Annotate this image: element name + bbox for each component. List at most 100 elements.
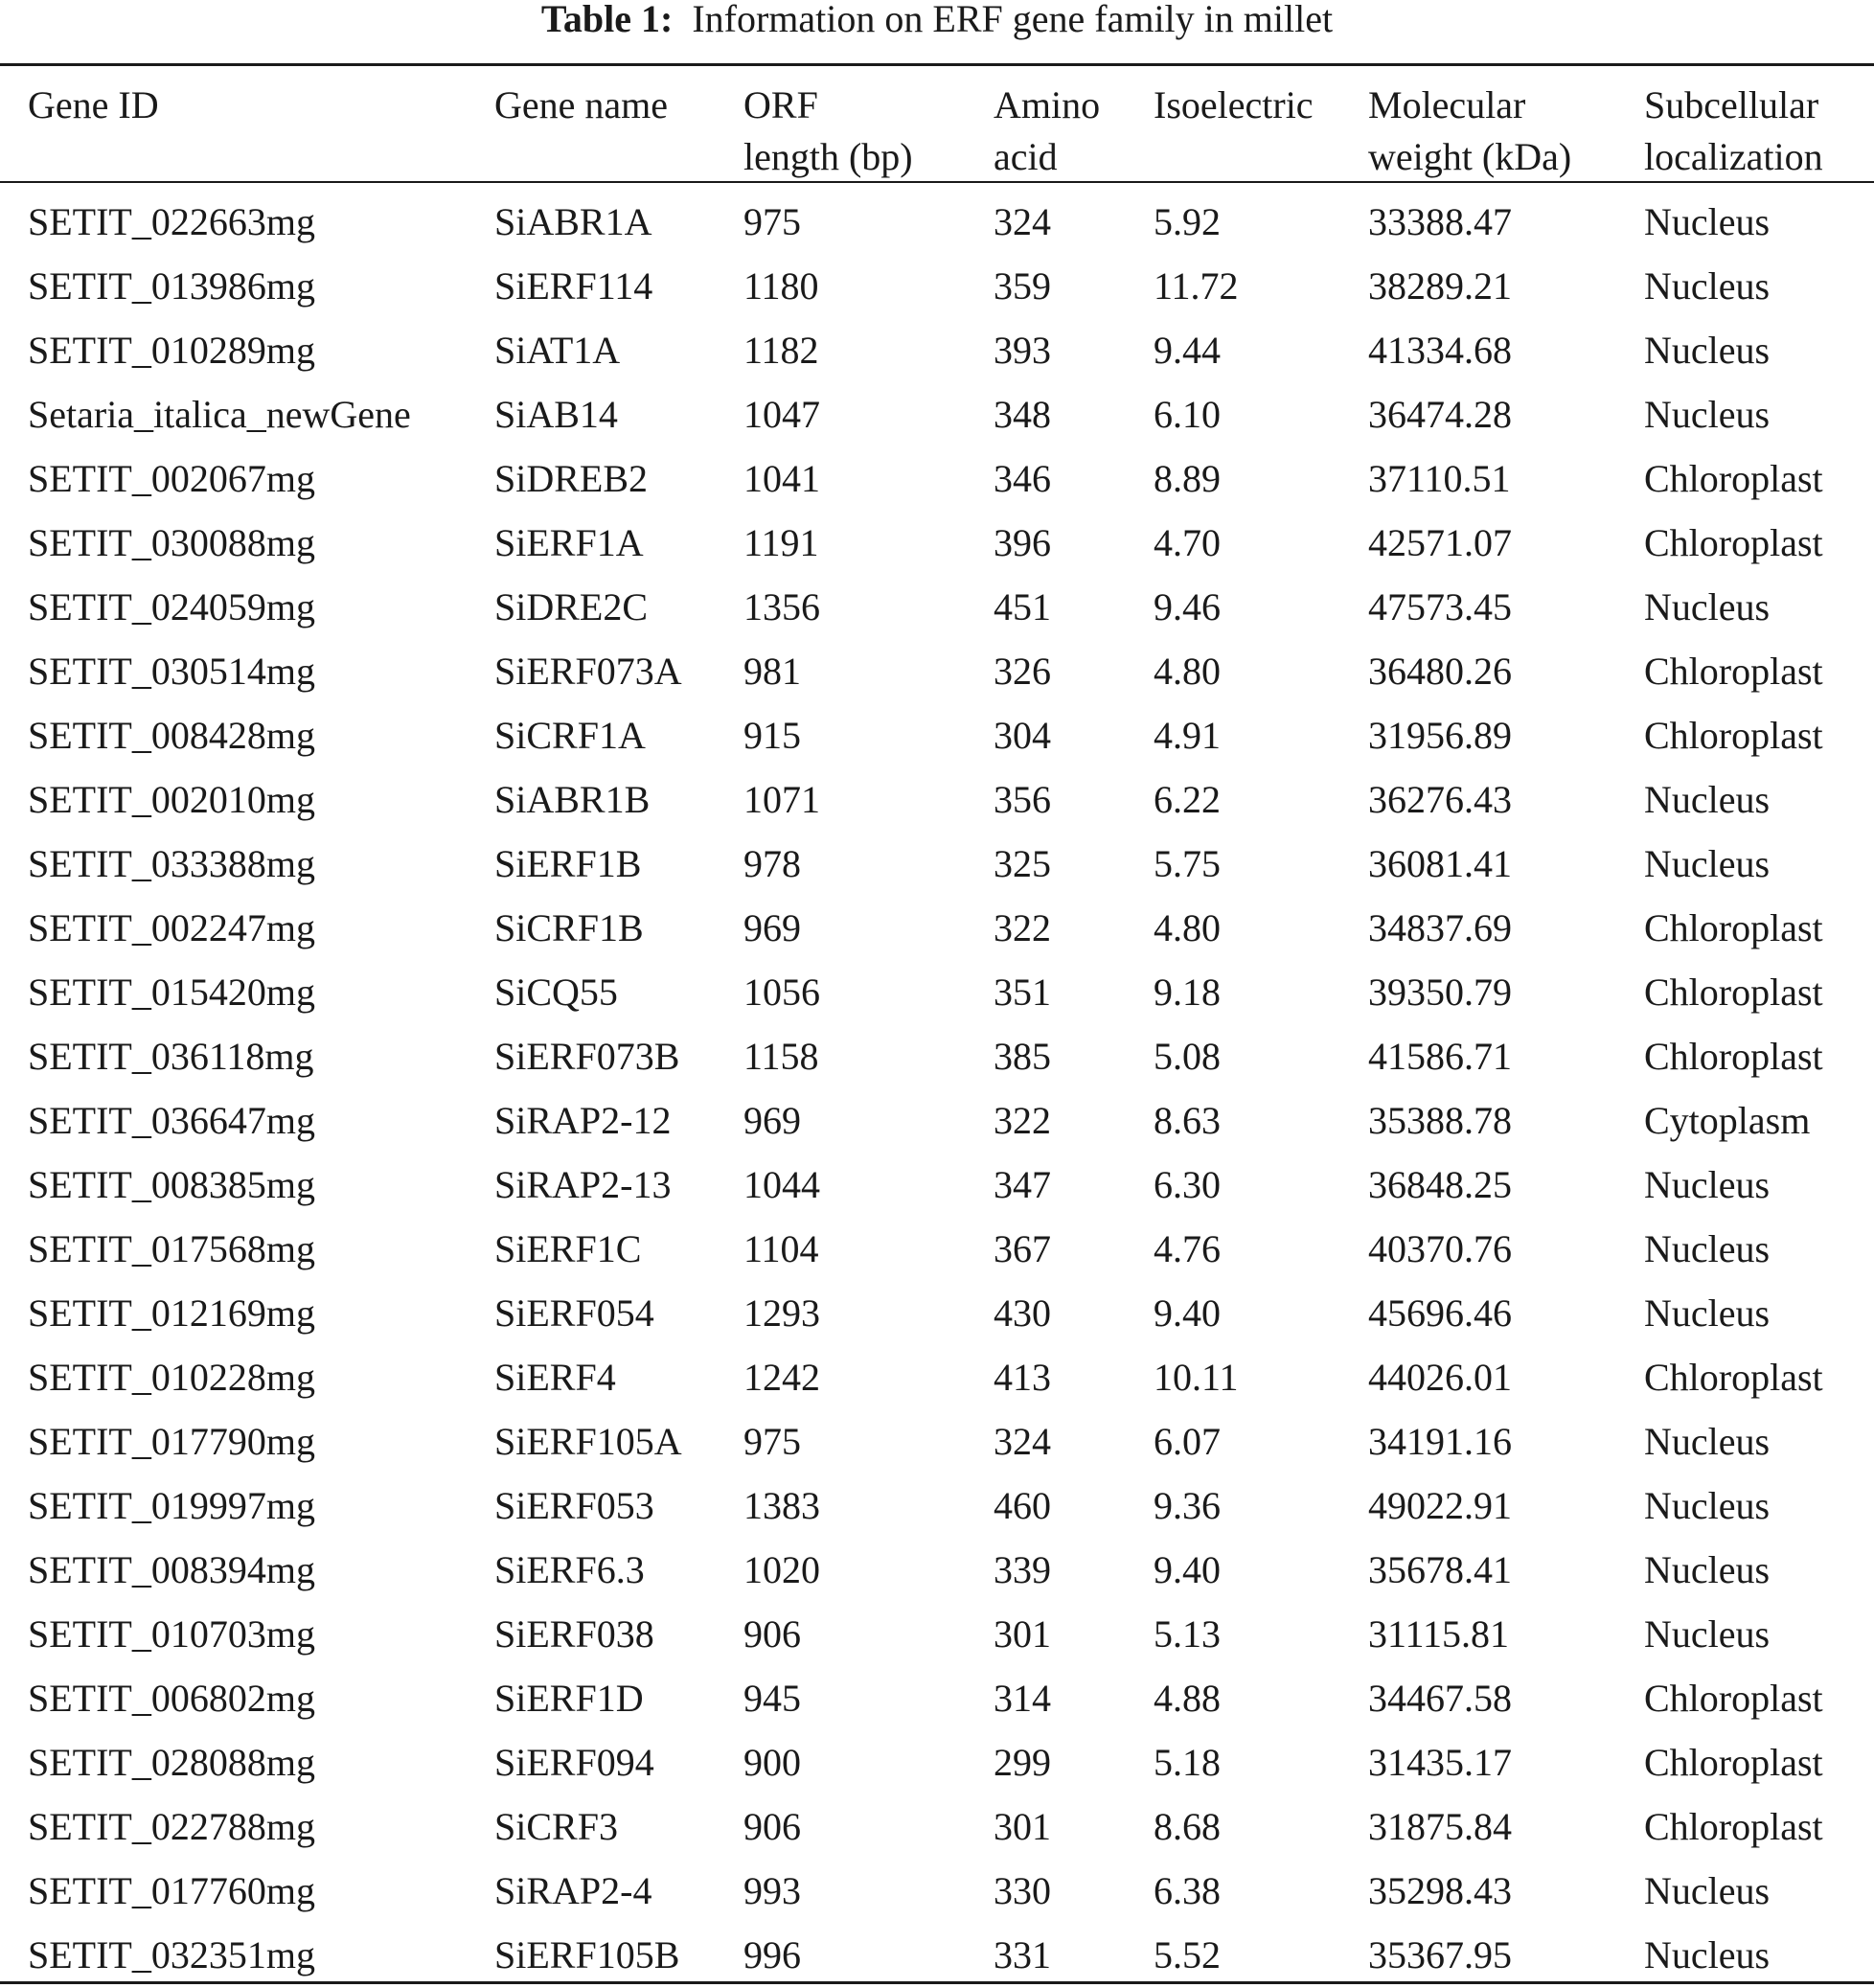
table-cell: 8.89 [1154, 457, 1221, 500]
table-cell: SiRAP2-4 [494, 1869, 652, 1912]
column-header: length (bp) [743, 135, 913, 178]
table-cell: SiAT1A [494, 329, 621, 372]
table-cell: 347 [994, 1163, 1051, 1206]
table-cell: 326 [994, 650, 1051, 693]
table-cell: SETIT_030514mg [28, 650, 315, 693]
table-cell: 35367.95 [1368, 1933, 1512, 1977]
table-cell: 1383 [743, 1484, 820, 1527]
table-cell: 1104 [743, 1227, 819, 1270]
table-cell: 5.13 [1154, 1612, 1221, 1656]
table-cell: SETIT_028088mg [28, 1741, 315, 1784]
table-cell: 322 [994, 906, 1051, 949]
table-cell: 40370.76 [1368, 1227, 1512, 1270]
table-cell: SiABR1B [494, 778, 651, 821]
table-cell: SiERF1B [494, 842, 642, 885]
table-cell: 34837.69 [1368, 906, 1512, 949]
table-cell: SETIT_030088mg [28, 521, 315, 564]
table-cell: 6.07 [1154, 1420, 1221, 1463]
table-cell: SiERF094 [494, 1741, 654, 1784]
table-cell: SiERF1C [494, 1227, 642, 1270]
bottom-rule [0, 1981, 1874, 1984]
table-cell: 5.75 [1154, 842, 1221, 885]
table-cell: 31115.81 [1368, 1612, 1510, 1656]
caption-label: Table 1: [540, 0, 674, 40]
table-cell: SiERF073B [494, 1035, 680, 1078]
table-cell: SiABR1A [494, 200, 652, 243]
header-rule [0, 181, 1874, 183]
table-cell: 11.72 [1154, 264, 1239, 308]
table-cell: SETIT_008428mg [28, 714, 315, 757]
table-cell: 367 [994, 1227, 1051, 1270]
table-cell: 314 [994, 1677, 1051, 1720]
table-cell: 975 [743, 1420, 801, 1463]
table-cell: 324 [994, 1420, 1051, 1463]
table-cell: Nucleus [1644, 393, 1771, 436]
table-cell: SiRAP2-12 [494, 1099, 672, 1142]
table-cell: 1056 [743, 971, 820, 1014]
table-cell: 330 [994, 1869, 1051, 1912]
table-cell: 6.10 [1154, 393, 1221, 436]
table-cell: SiERF105B [494, 1933, 680, 1977]
table-cell: SETIT_032351mg [28, 1933, 315, 1977]
table-cell: 906 [743, 1612, 801, 1656]
column-header: acid [994, 135, 1058, 178]
table-cell: 35388.78 [1368, 1099, 1512, 1142]
table-cell: 993 [743, 1869, 801, 1912]
table-cell: 5.52 [1154, 1933, 1221, 1977]
table-cell: SETIT_008385mg [28, 1163, 315, 1206]
table-cell: 31875.84 [1368, 1805, 1512, 1848]
table-cell: 1356 [743, 585, 820, 628]
table-cell: 5.08 [1154, 1035, 1221, 1078]
table-cell: Nucleus [1644, 585, 1771, 628]
table-cell: 975 [743, 200, 801, 243]
table-cell: 6.30 [1154, 1163, 1221, 1206]
table-cell: 45696.46 [1368, 1291, 1512, 1335]
table-cell: 900 [743, 1741, 801, 1784]
table-cell: Nucleus [1644, 1291, 1771, 1335]
table-cell: 1293 [743, 1291, 820, 1335]
column-header: weight (kDa) [1368, 135, 1572, 178]
table-cell: 6.38 [1154, 1869, 1221, 1912]
table-cell: SETIT_002010mg [28, 778, 315, 821]
table-cell: Nucleus [1644, 842, 1771, 885]
table-cell: Nucleus [1644, 1933, 1771, 1977]
table-cell: 1041 [743, 457, 820, 500]
table-cell: 1242 [743, 1356, 820, 1399]
table-cell: 35678.41 [1368, 1548, 1512, 1591]
table-cell: 10.11 [1154, 1356, 1239, 1399]
table-cell: 4.76 [1154, 1227, 1221, 1270]
table-cell: SETIT_010703mg [28, 1612, 315, 1656]
column-header: Subcellular [1644, 83, 1819, 126]
table-cell: 324 [994, 200, 1051, 243]
table-cell: Nucleus [1644, 329, 1771, 372]
column-header: Gene name [494, 83, 669, 126]
table-cell: 9.40 [1154, 1548, 1221, 1591]
table-cell: SiRAP2-13 [494, 1163, 672, 1206]
table-cell: SiDRE2C [494, 585, 649, 628]
table-cell: SiERF4 [494, 1356, 616, 1399]
table-cell: 339 [994, 1548, 1051, 1591]
table-cell: 945 [743, 1677, 801, 1720]
table-cell: SETIT_017568mg [28, 1227, 315, 1270]
table-cell: Chloroplast [1644, 714, 1823, 757]
table-cell: Nucleus [1644, 1227, 1771, 1270]
table-cell: 1071 [743, 778, 820, 821]
table-cell: 356 [994, 778, 1051, 821]
table-cell: 31956.89 [1368, 714, 1512, 757]
table-cell: 331 [994, 1933, 1051, 1977]
column-header: Amino [994, 83, 1101, 126]
table-cell: 969 [743, 1099, 801, 1142]
table-cell: 1047 [743, 393, 820, 436]
column-header: Gene ID [28, 83, 159, 126]
table-cell: 36848.25 [1368, 1163, 1512, 1206]
table-cell: SiCRF1A [494, 714, 646, 757]
table-cell: Chloroplast [1644, 521, 1823, 564]
table-cell: 4.70 [1154, 521, 1221, 564]
table-cell: 37110.51 [1368, 457, 1511, 500]
table-cell: 6.22 [1154, 778, 1221, 821]
table-cell: 9.46 [1154, 585, 1221, 628]
table-cell: 4.80 [1154, 650, 1221, 693]
table-cell: SiERF054 [494, 1291, 654, 1335]
column-header: Isoelectric [1154, 83, 1314, 126]
